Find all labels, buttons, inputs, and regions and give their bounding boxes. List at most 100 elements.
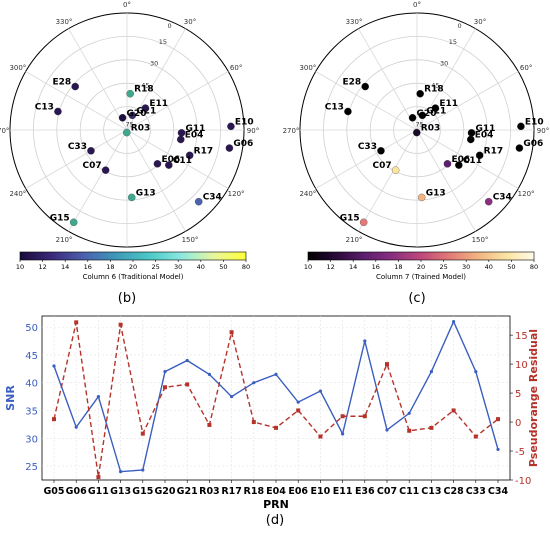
radial-tick-label: 75 [125, 120, 133, 128]
angle-tick-label: 0° [413, 1, 421, 9]
polar-spoke [126, 28, 186, 131]
polar-spoke [25, 71, 128, 131]
y-tick-label: 25 [25, 462, 38, 473]
satellite-label: G15 [340, 213, 360, 223]
satellite-label: G20 [417, 109, 437, 119]
satellite-label: R17 [194, 146, 213, 156]
series-right [52, 320, 500, 480]
satellite-point [443, 160, 452, 168]
colorbar [307, 251, 535, 261]
satellite-point [391, 166, 400, 174]
polar-spoke [416, 129, 476, 232]
colorbar-tick-label: 80 [530, 263, 538, 271]
angle-tick-label: 330° [346, 18, 363, 26]
panel-label: (d) [266, 513, 284, 528]
satellite-label: G15 [50, 213, 70, 223]
satellite-point [417, 193, 426, 202]
satellite-C13: C13 [325, 102, 352, 116]
series-point [207, 372, 211, 376]
satellite-label: E04 [475, 130, 494, 140]
satellite-G15: G15 [340, 213, 368, 227]
satellite-label: G13 [426, 188, 446, 198]
series-point [318, 389, 322, 393]
satellite-point [153, 160, 162, 168]
x-tick-label: G20 [154, 486, 175, 497]
colorbar-tick-label: 16 [84, 263, 92, 271]
satellite-point [118, 114, 127, 122]
satellite-point [101, 166, 110, 174]
angle-tick-label: 90° [247, 127, 259, 135]
satellite-point [408, 114, 417, 122]
satellite-point [227, 122, 235, 131]
satellite-point [359, 218, 368, 227]
satellite-point [127, 193, 136, 202]
series-point [140, 431, 145, 436]
colorbar-tick-label: 20 [417, 263, 425, 271]
satellite-E10: E10 [517, 117, 544, 131]
satellite-label: C34 [203, 193, 222, 203]
colorbar-tick-label: 10 [304, 263, 312, 271]
series-point [407, 428, 412, 433]
colorbar-tick-label: 50 [507, 263, 515, 271]
radial-tick-label: 30 [440, 60, 448, 68]
x-tick-label: G13 [110, 486, 131, 497]
series-point [52, 364, 56, 368]
colorbar-tick-label: 14 [349, 263, 357, 271]
satellite-label: C11 [463, 156, 482, 166]
angle-tick-label: 300° [299, 64, 316, 72]
series-point [429, 425, 434, 430]
satellite-label: C33 [68, 142, 87, 152]
angle-tick-label: 270° [0, 127, 9, 135]
series-point [274, 425, 278, 430]
x-tick-label: E10 [311, 486, 331, 497]
satellite-E11: E11 [431, 99, 458, 112]
series-point [96, 395, 100, 399]
series-point [229, 330, 234, 335]
x-tick-label: E11 [333, 486, 353, 497]
radial-tick-label: 45 [141, 81, 149, 89]
series-point [496, 417, 500, 422]
polar-spoke [315, 129, 418, 189]
satellite-label: C13 [35, 102, 54, 112]
colorbar-tick-label: 14 [61, 263, 69, 271]
satellite-G20: G20 [408, 109, 437, 122]
colorbar-tick-label: 40 [197, 263, 205, 271]
polar-spoke [416, 71, 519, 131]
colorbar-tick-label: 80 [242, 263, 250, 271]
satellite-point [344, 107, 352, 116]
satellite-point [416, 89, 424, 98]
satellite-label: E28 [343, 78, 362, 88]
angle-tick-label: 0° [123, 1, 131, 9]
y-axis-label: SNR [4, 385, 17, 411]
colorbar-tick-label: 25 [151, 263, 159, 271]
satellite-point [515, 144, 524, 152]
satellite-label: R03 [421, 124, 440, 134]
series-point [207, 422, 212, 427]
satellite-point [225, 144, 234, 152]
satellite-point [467, 135, 475, 144]
series-point [318, 434, 323, 439]
satellite-label: G06 [233, 139, 253, 149]
satellite-label: G13 [136, 188, 156, 198]
satellite-point [194, 197, 203, 206]
colorbar-tick-label: 30 [462, 263, 470, 271]
angle-tick-label: 240° [299, 190, 316, 198]
colorbar-tick-label: 50 [219, 263, 227, 271]
satellite-label: G11 [476, 124, 496, 134]
panel-label: (b) [118, 291, 136, 306]
satellite-point [123, 128, 131, 137]
series-point [407, 411, 411, 415]
angle-tick-label: 210° [346, 236, 363, 244]
satellite-point [185, 151, 194, 160]
satellite-E11: E11 [141, 99, 168, 112]
polar-spoke [126, 71, 229, 131]
satellite-point [54, 107, 62, 116]
satellite-label: R18 [424, 85, 443, 95]
x-tick-label: G15 [132, 486, 153, 497]
angle-tick-label: 330° [56, 18, 73, 26]
satellite-R18: R18 [416, 85, 444, 98]
polar-spoke [358, 28, 418, 131]
satellite-point [69, 218, 78, 227]
polar-spoke [68, 28, 128, 131]
